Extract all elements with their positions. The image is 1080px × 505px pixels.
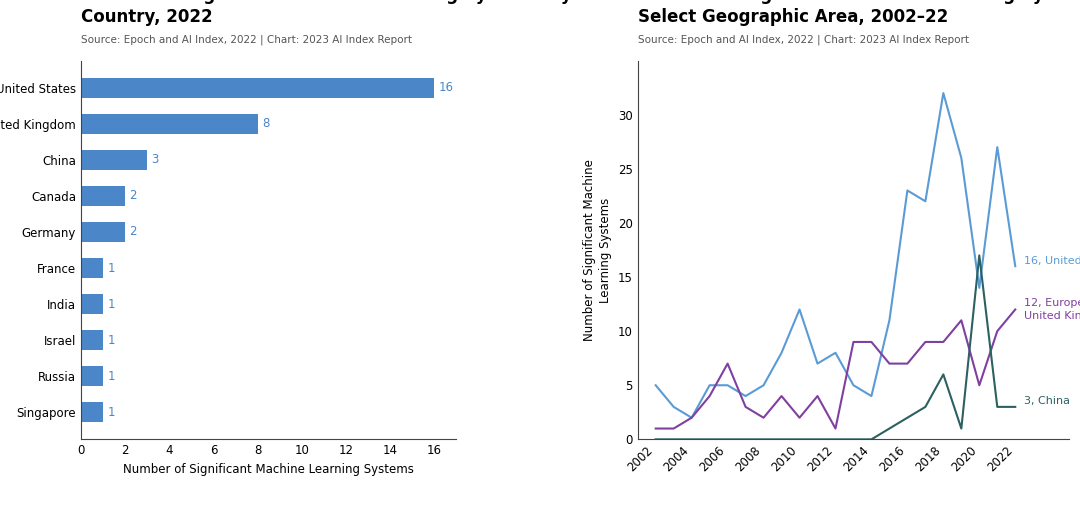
Text: 3, China: 3, China — [1024, 396, 1070, 407]
Text: 16: 16 — [438, 81, 454, 94]
Text: 1: 1 — [108, 297, 114, 311]
Text: 1: 1 — [108, 406, 114, 419]
Bar — [81, 114, 257, 134]
Text: 3: 3 — [151, 154, 159, 166]
Text: Number of Significant Machine Learning Systems by
Select Geographic Area, 2002–2: Number of Significant Machine Learning S… — [637, 0, 1080, 26]
Text: 1: 1 — [108, 370, 114, 383]
Bar — [81, 258, 103, 278]
Text: 12, European Union and
United Kingdom: 12, European Union and United Kingdom — [1024, 298, 1080, 321]
Bar — [81, 294, 103, 314]
Text: 1: 1 — [108, 334, 114, 346]
Y-axis label: Number of Significant Machine
Learning Systems: Number of Significant Machine Learning S… — [583, 159, 612, 341]
Text: Number of Significant Machine Learning Systems by
Country, 2022: Number of Significant Machine Learning S… — [81, 0, 571, 26]
Text: 1: 1 — [108, 262, 114, 275]
Text: 8: 8 — [262, 117, 269, 130]
Text: 2: 2 — [130, 225, 137, 238]
Bar — [81, 402, 103, 422]
X-axis label: Number of Significant Machine Learning Systems: Number of Significant Machine Learning S… — [123, 463, 414, 476]
Bar — [81, 150, 147, 170]
Bar — [81, 366, 103, 386]
Text: 2: 2 — [130, 189, 137, 203]
Text: Source: Epoch and AI Index, 2022 | Chart: 2023 AI Index Report: Source: Epoch and AI Index, 2022 | Chart… — [637, 35, 969, 45]
Bar — [81, 330, 103, 350]
Bar — [81, 222, 125, 242]
Bar — [81, 186, 125, 206]
Text: 16, United States: 16, United States — [1024, 256, 1080, 266]
Text: Source: Epoch and AI Index, 2022 | Chart: 2023 AI Index Report: Source: Epoch and AI Index, 2022 | Chart… — [81, 35, 411, 45]
Bar — [81, 78, 434, 97]
